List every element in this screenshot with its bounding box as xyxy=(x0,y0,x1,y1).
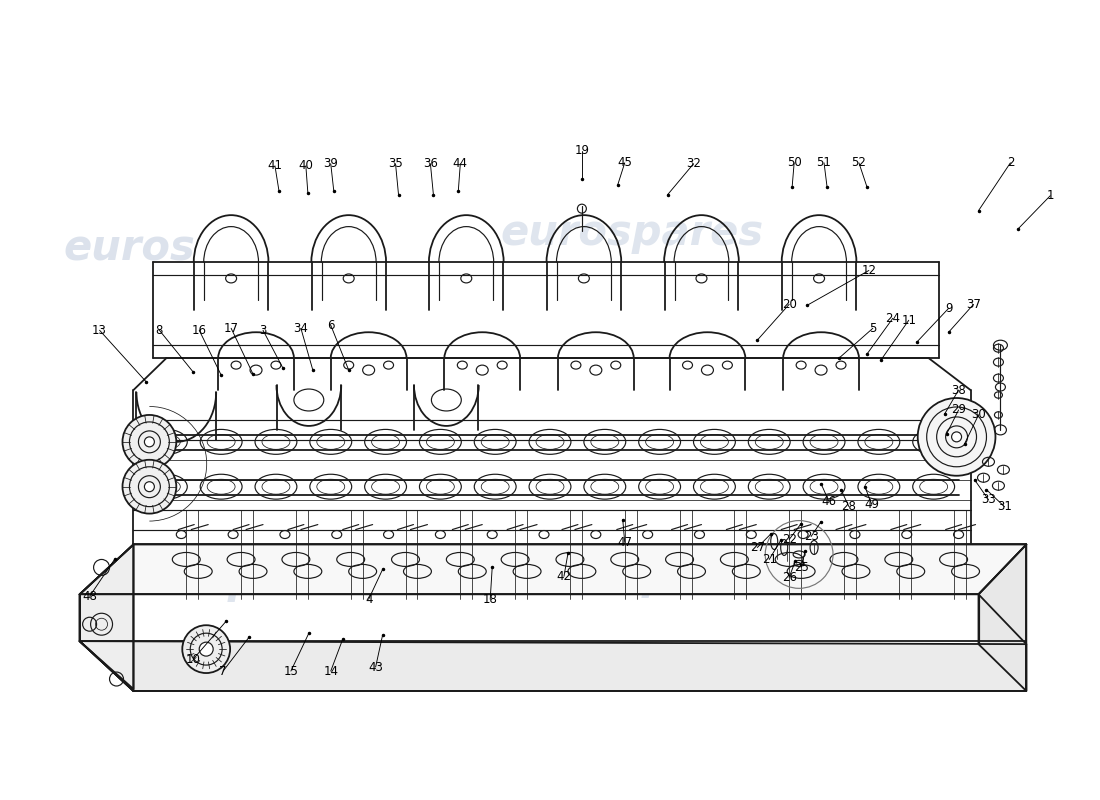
Polygon shape xyxy=(79,641,1026,691)
Text: 26: 26 xyxy=(782,571,796,584)
Text: 38: 38 xyxy=(952,383,966,397)
Polygon shape xyxy=(79,545,133,691)
Text: 17: 17 xyxy=(223,322,239,334)
Text: 1: 1 xyxy=(1046,190,1054,202)
Text: 9: 9 xyxy=(945,302,953,315)
Ellipse shape xyxy=(952,432,961,442)
Text: 27: 27 xyxy=(750,541,764,554)
Text: eurospares: eurospares xyxy=(500,211,763,254)
Text: 42: 42 xyxy=(557,570,572,583)
Text: 18: 18 xyxy=(483,593,497,606)
Text: 12: 12 xyxy=(861,264,877,277)
Text: 23: 23 xyxy=(804,530,818,543)
Text: 21: 21 xyxy=(761,553,777,566)
Text: 4: 4 xyxy=(365,593,373,606)
Ellipse shape xyxy=(122,460,176,514)
Text: 14: 14 xyxy=(323,665,339,678)
Text: 50: 50 xyxy=(786,156,802,170)
Ellipse shape xyxy=(199,642,213,656)
Text: 34: 34 xyxy=(294,322,308,334)
Text: 19: 19 xyxy=(574,144,590,158)
Polygon shape xyxy=(979,545,1026,691)
Text: 52: 52 xyxy=(851,156,867,170)
Text: 13: 13 xyxy=(92,324,107,337)
Text: 36: 36 xyxy=(424,158,438,170)
Text: 28: 28 xyxy=(842,500,857,513)
Text: 3: 3 xyxy=(260,324,266,337)
Text: 48: 48 xyxy=(82,590,97,603)
Text: 25: 25 xyxy=(794,561,808,574)
Text: 37: 37 xyxy=(966,298,981,311)
Text: 49: 49 xyxy=(865,498,879,511)
Text: 46: 46 xyxy=(822,495,836,508)
Text: 11: 11 xyxy=(901,314,916,326)
Ellipse shape xyxy=(144,437,154,447)
Text: 29: 29 xyxy=(952,403,966,417)
Ellipse shape xyxy=(183,626,230,673)
Text: 2: 2 xyxy=(1006,156,1014,170)
Text: euros: euros xyxy=(64,227,196,270)
Text: 32: 32 xyxy=(686,158,701,170)
Text: 8: 8 xyxy=(156,324,163,337)
Text: 39: 39 xyxy=(323,158,338,170)
Text: 30: 30 xyxy=(971,409,986,422)
Polygon shape xyxy=(79,545,133,689)
Ellipse shape xyxy=(122,415,176,469)
Polygon shape xyxy=(79,545,1026,594)
Text: 35: 35 xyxy=(388,158,403,170)
Text: 40: 40 xyxy=(298,159,314,172)
Text: 16: 16 xyxy=(191,324,207,337)
Text: 41: 41 xyxy=(267,159,283,172)
Text: 6: 6 xyxy=(327,318,334,332)
Text: 15: 15 xyxy=(284,665,298,678)
Text: 43: 43 xyxy=(368,661,383,674)
Text: 47: 47 xyxy=(617,536,632,549)
Text: 22: 22 xyxy=(782,533,796,546)
Text: 51: 51 xyxy=(816,156,832,170)
Ellipse shape xyxy=(144,482,154,492)
Text: 5: 5 xyxy=(869,322,877,334)
Text: 10: 10 xyxy=(186,653,200,666)
Text: 33: 33 xyxy=(981,493,996,506)
Text: 44: 44 xyxy=(453,158,468,170)
Ellipse shape xyxy=(917,398,996,476)
Text: eurospares: eurospares xyxy=(510,556,773,598)
Text: eurospares: eurospares xyxy=(97,560,360,602)
Text: 24: 24 xyxy=(886,312,900,325)
Text: 31: 31 xyxy=(997,500,1012,513)
Text: 45: 45 xyxy=(617,156,632,170)
Text: 7: 7 xyxy=(219,665,227,678)
Text: 20: 20 xyxy=(782,298,796,311)
